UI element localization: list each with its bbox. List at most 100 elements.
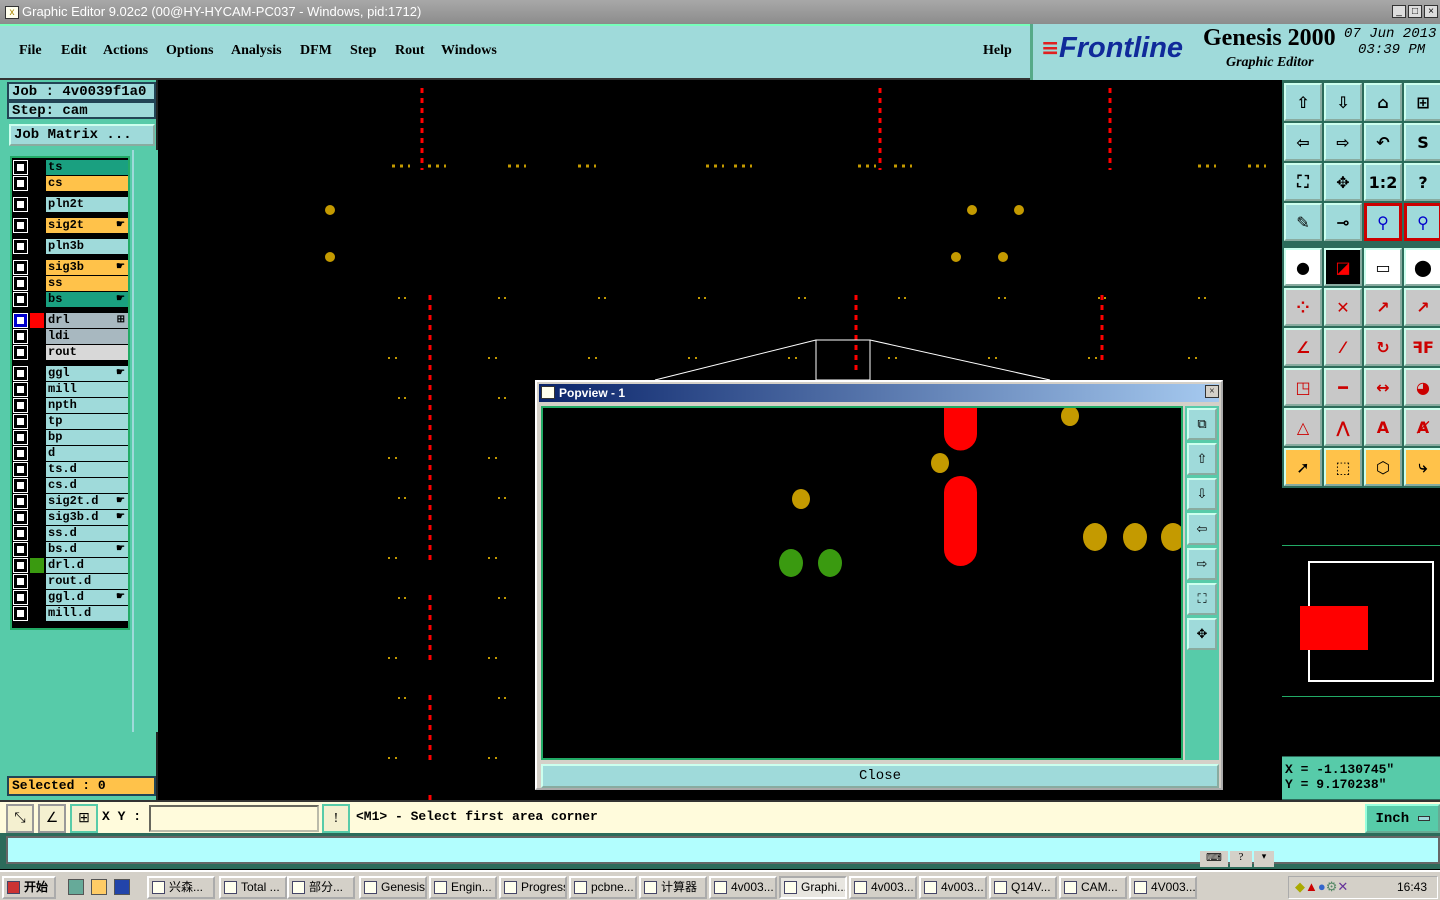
ime-menu-icon[interactable]: ▾ [1254, 851, 1274, 867]
layer-checkbox[interactable] [13, 276, 28, 291]
layer-row-cs.d[interactable]: cs.d [12, 478, 130, 493]
layer-row-bs.d[interactable]: bs.d ☛ [12, 542, 130, 557]
zoom-area-button[interactable]: ⤡ [6, 804, 34, 833]
layer-row-drl[interactable]: drl ⊞ [12, 313, 130, 328]
layer-row-bs[interactable]: bs ☛ [12, 292, 130, 307]
layer-checkbox[interactable] [13, 260, 28, 275]
layer-row-sig3b.d[interactable]: sig3b.d ☛ [12, 510, 130, 525]
layer-scrollbar[interactable] [132, 150, 158, 732]
grid-button[interactable]: ⊞ [70, 804, 98, 833]
menu-step[interactable]: Step [350, 43, 377, 58]
pan-right-button[interactable]: ⇨ [1324, 123, 1362, 161]
layer-row-ggl.d[interactable]: ggl.d ☛ [12, 590, 130, 605]
menu-actions[interactable]: Actions [103, 43, 149, 58]
taskbar-item[interactable]: Engin... [429, 876, 497, 899]
polygon-b-button[interactable]: ⋀ [1324, 408, 1362, 446]
layer-checkbox[interactable] [13, 329, 28, 344]
layer-name[interactable]: cs [46, 176, 128, 191]
tray-icons[interactable]: ◆▲●⚙✕ [1295, 879, 1349, 894]
layer-checkbox[interactable] [13, 292, 28, 307]
pad-outline-button[interactable]: ⬤ [1404, 248, 1440, 286]
layer-row-d[interactable]: d [12, 446, 130, 461]
layer-row-bp[interactable]: bp [12, 430, 130, 445]
minimize-button[interactable]: _ [1392, 5, 1406, 18]
layer-name[interactable]: pln3b [46, 239, 128, 254]
layer-checkbox[interactable] [13, 366, 28, 381]
layer-name[interactable]: pln2t [46, 197, 128, 212]
layer-checkbox[interactable] [13, 574, 28, 589]
menu-edit[interactable]: Edit [61, 43, 87, 58]
select-polygon-button[interactable]: ⬡ [1364, 448, 1402, 486]
layer-row-pln2t[interactable]: pln2t [12, 197, 130, 212]
mirror-button[interactable]: ꟻF [1404, 328, 1440, 366]
layer-name[interactable]: cs.d [46, 478, 128, 493]
layer-checkbox[interactable] [13, 542, 28, 557]
menu-options[interactable]: Options [166, 43, 214, 58]
layer-name[interactable]: bs ☛ [46, 292, 128, 307]
close-window-button[interactable]: × [1424, 5, 1438, 18]
layer-checkbox[interactable] [13, 160, 28, 175]
popview-zoom-out-button[interactable]: ⇩ [1187, 478, 1217, 510]
layer-name[interactable]: mill [46, 382, 128, 397]
menu-file[interactable]: File [19, 43, 42, 58]
layer-checkbox[interactable] [13, 382, 28, 397]
popview-pan-right-button[interactable]: ⇨ [1187, 548, 1217, 580]
layer-checkbox[interactable] [13, 510, 28, 525]
taskbar-item[interactable]: 4v003... [709, 876, 777, 899]
undo-view-button[interactable]: ↶ [1364, 123, 1402, 161]
layer-row-tp[interactable]: tp [12, 414, 130, 429]
popview-zoom-fit-button[interactable]: ⛶ [1187, 583, 1217, 615]
layer-checkbox[interactable] [13, 494, 28, 509]
taskbar-item[interactable]: CAM... [1059, 876, 1127, 899]
layer-name[interactable]: ggl ☛ [46, 366, 128, 381]
line-edit-button[interactable]: ⁄ [1324, 328, 1362, 366]
polygon-a-button[interactable]: △ [1284, 408, 1322, 446]
zoom-center-button[interactable]: ✥ [1324, 163, 1362, 201]
overview-minimap[interactable] [1282, 488, 1440, 756]
layer-checkbox[interactable] [13, 446, 28, 461]
layer-checkbox[interactable] [13, 590, 28, 605]
layer-name[interactable]: ldi [46, 329, 128, 344]
layer-name[interactable]: mill.d [46, 606, 128, 621]
scale-1-2-button[interactable]: 1:2 [1364, 163, 1402, 201]
layer-name[interactable]: sig2t ☛ [46, 218, 128, 233]
layer-checkbox[interactable] [13, 197, 28, 212]
taskbar-item[interactable]: Genesis [359, 876, 427, 899]
layer-row-ggl[interactable]: ggl ☛ [12, 366, 130, 381]
angle-measure-button[interactable]: ∠ [38, 804, 66, 833]
taskbar-item[interactable]: 部分... [287, 876, 355, 899]
layer-name[interactable]: bp [46, 430, 128, 445]
zoom-in-up-button[interactable]: ⇧ [1284, 83, 1322, 121]
layer-checkbox[interactable] [13, 313, 28, 328]
layer-name[interactable]: ss [46, 276, 128, 291]
popview-pan-center-button[interactable]: ✥ [1187, 618, 1217, 650]
layer-name[interactable]: ts.d [46, 462, 128, 477]
tools-palette-button[interactable]: ✎ [1284, 203, 1322, 241]
layer-name[interactable]: drl ⊞ [46, 313, 128, 328]
layer-row-drl.d[interactable]: drl.d [12, 558, 130, 573]
popview-close-x[interactable]: × [1205, 385, 1219, 398]
layer-row-ss.d[interactable]: ss.d [12, 526, 130, 541]
zoom-out-down-button[interactable]: ⇩ [1324, 83, 1362, 121]
start-button[interactable]: 开始 [2, 876, 56, 899]
layer-checkbox[interactable] [13, 558, 28, 573]
layer-checkbox[interactable] [13, 526, 28, 541]
quicklaunch-clock-app-icon[interactable] [91, 879, 107, 895]
layer-row-cs[interactable]: cs [12, 176, 130, 191]
layer-row-ts.d[interactable]: ts.d [12, 462, 130, 477]
layer-name[interactable]: sig2t.d ☛ [46, 494, 128, 509]
layer-checkbox[interactable] [13, 414, 28, 429]
split-line-button[interactable]: ━ [1324, 368, 1362, 406]
taskbar-item[interactable]: Total ... [219, 876, 287, 899]
layer-name[interactable]: tp [46, 414, 128, 429]
layer-row-mill[interactable]: mill [12, 382, 130, 397]
taskbar-item[interactable]: 兴森... [147, 876, 215, 899]
layer-row-pln3b[interactable]: pln3b [12, 239, 130, 254]
pad-snap-button[interactable]: ⊸ [1324, 203, 1362, 241]
quicklaunch-browser-icon[interactable] [114, 879, 130, 895]
polygon-d-button[interactable]: Ⱥ [1404, 408, 1440, 446]
keyboard-icon[interactable]: ⌨ [1200, 851, 1228, 867]
layer-name[interactable]: sig3b ☛ [46, 260, 128, 275]
space-button[interactable]: ↔ [1364, 368, 1402, 406]
layer-row-sig3b[interactable]: sig3b ☛ [12, 260, 130, 275]
